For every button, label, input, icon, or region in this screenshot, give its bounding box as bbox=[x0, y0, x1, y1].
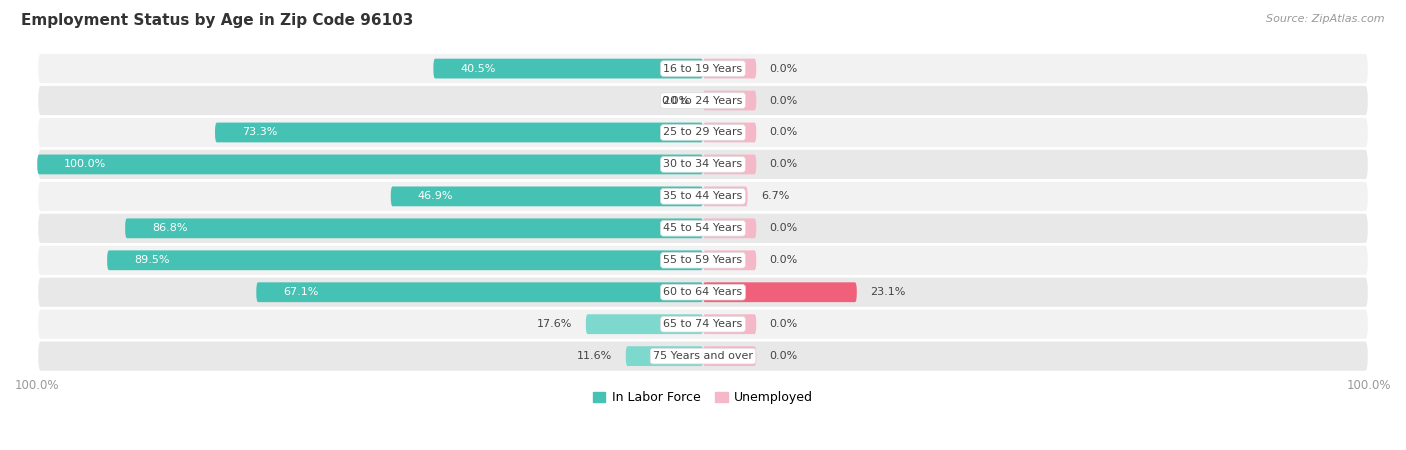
FancyBboxPatch shape bbox=[215, 122, 703, 142]
FancyBboxPatch shape bbox=[125, 218, 703, 238]
Text: 40.5%: 40.5% bbox=[460, 63, 495, 73]
Text: 6.7%: 6.7% bbox=[761, 191, 789, 202]
Text: 30 to 34 Years: 30 to 34 Years bbox=[664, 159, 742, 170]
Text: 20 to 24 Years: 20 to 24 Years bbox=[664, 95, 742, 105]
FancyBboxPatch shape bbox=[37, 245, 1369, 276]
FancyBboxPatch shape bbox=[703, 186, 748, 206]
Text: 89.5%: 89.5% bbox=[134, 255, 169, 266]
FancyBboxPatch shape bbox=[37, 149, 1369, 180]
FancyBboxPatch shape bbox=[256, 282, 703, 302]
FancyBboxPatch shape bbox=[703, 250, 756, 270]
Text: 65 to 74 Years: 65 to 74 Years bbox=[664, 319, 742, 329]
Text: 23.1%: 23.1% bbox=[870, 287, 905, 297]
FancyBboxPatch shape bbox=[703, 218, 756, 238]
FancyBboxPatch shape bbox=[703, 314, 756, 334]
Text: 0.0%: 0.0% bbox=[769, 159, 797, 170]
Text: 67.1%: 67.1% bbox=[283, 287, 318, 297]
FancyBboxPatch shape bbox=[703, 90, 756, 110]
Text: 55 to 59 Years: 55 to 59 Years bbox=[664, 255, 742, 266]
Text: 11.6%: 11.6% bbox=[578, 351, 613, 361]
Text: 0.0%: 0.0% bbox=[769, 255, 797, 266]
Legend: In Labor Force, Unemployed: In Labor Force, Unemployed bbox=[588, 387, 818, 410]
Text: 0.0%: 0.0% bbox=[661, 95, 690, 105]
FancyBboxPatch shape bbox=[107, 250, 703, 270]
Text: Source: ZipAtlas.com: Source: ZipAtlas.com bbox=[1267, 14, 1385, 23]
FancyBboxPatch shape bbox=[703, 154, 756, 174]
Text: 16 to 19 Years: 16 to 19 Years bbox=[664, 63, 742, 73]
Text: Employment Status by Age in Zip Code 96103: Employment Status by Age in Zip Code 961… bbox=[21, 14, 413, 28]
Text: 0.0%: 0.0% bbox=[769, 95, 797, 105]
Text: 46.9%: 46.9% bbox=[418, 191, 453, 202]
FancyBboxPatch shape bbox=[37, 341, 1369, 372]
Text: 17.6%: 17.6% bbox=[537, 319, 572, 329]
Text: 100.0%: 100.0% bbox=[63, 159, 105, 170]
FancyBboxPatch shape bbox=[37, 53, 1369, 84]
FancyBboxPatch shape bbox=[37, 154, 703, 174]
FancyBboxPatch shape bbox=[626, 346, 703, 366]
FancyBboxPatch shape bbox=[703, 346, 756, 366]
FancyBboxPatch shape bbox=[37, 309, 1369, 340]
Text: 0.0%: 0.0% bbox=[769, 319, 797, 329]
FancyBboxPatch shape bbox=[37, 277, 1369, 308]
Text: 25 to 29 Years: 25 to 29 Years bbox=[664, 127, 742, 138]
Text: 35 to 44 Years: 35 to 44 Years bbox=[664, 191, 742, 202]
Text: 86.8%: 86.8% bbox=[152, 223, 187, 234]
Text: 0.0%: 0.0% bbox=[769, 223, 797, 234]
Text: 75 Years and over: 75 Years and over bbox=[652, 351, 754, 361]
FancyBboxPatch shape bbox=[586, 314, 703, 334]
FancyBboxPatch shape bbox=[37, 117, 1369, 148]
FancyBboxPatch shape bbox=[703, 122, 756, 142]
FancyBboxPatch shape bbox=[37, 181, 1369, 212]
FancyBboxPatch shape bbox=[37, 85, 1369, 116]
Text: 0.0%: 0.0% bbox=[769, 63, 797, 73]
FancyBboxPatch shape bbox=[37, 213, 1369, 244]
FancyBboxPatch shape bbox=[433, 58, 703, 78]
Text: 0.0%: 0.0% bbox=[769, 351, 797, 361]
Text: 45 to 54 Years: 45 to 54 Years bbox=[664, 223, 742, 234]
Text: 73.3%: 73.3% bbox=[242, 127, 277, 138]
FancyBboxPatch shape bbox=[703, 282, 856, 302]
Text: 60 to 64 Years: 60 to 64 Years bbox=[664, 287, 742, 297]
FancyBboxPatch shape bbox=[391, 186, 703, 206]
FancyBboxPatch shape bbox=[703, 58, 756, 78]
Text: 0.0%: 0.0% bbox=[769, 127, 797, 138]
